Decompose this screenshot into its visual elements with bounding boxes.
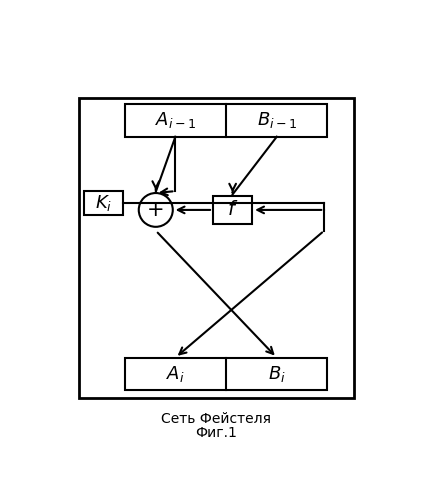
Bar [84,191,123,216]
Text: Фиг.1: Фиг.1 [195,426,237,440]
Text: $A_{i-1}$: $A_{i-1}$ [155,110,196,130]
Text: $K_i$: $K_i$ [95,193,112,213]
Text: $A_i$: $A_i$ [166,364,185,384]
Bar [125,104,327,137]
Bar [79,98,354,398]
Bar [213,196,252,225]
Text: $B_{i-1}$: $B_{i-1}$ [257,110,297,130]
Bar [125,358,327,390]
Text: $B_i$: $B_i$ [268,364,286,384]
Text: $f$: $f$ [227,201,238,220]
Text: Сеть Фейстеля: Сеть Фейстеля [161,412,271,426]
Text: +: + [147,200,165,220]
